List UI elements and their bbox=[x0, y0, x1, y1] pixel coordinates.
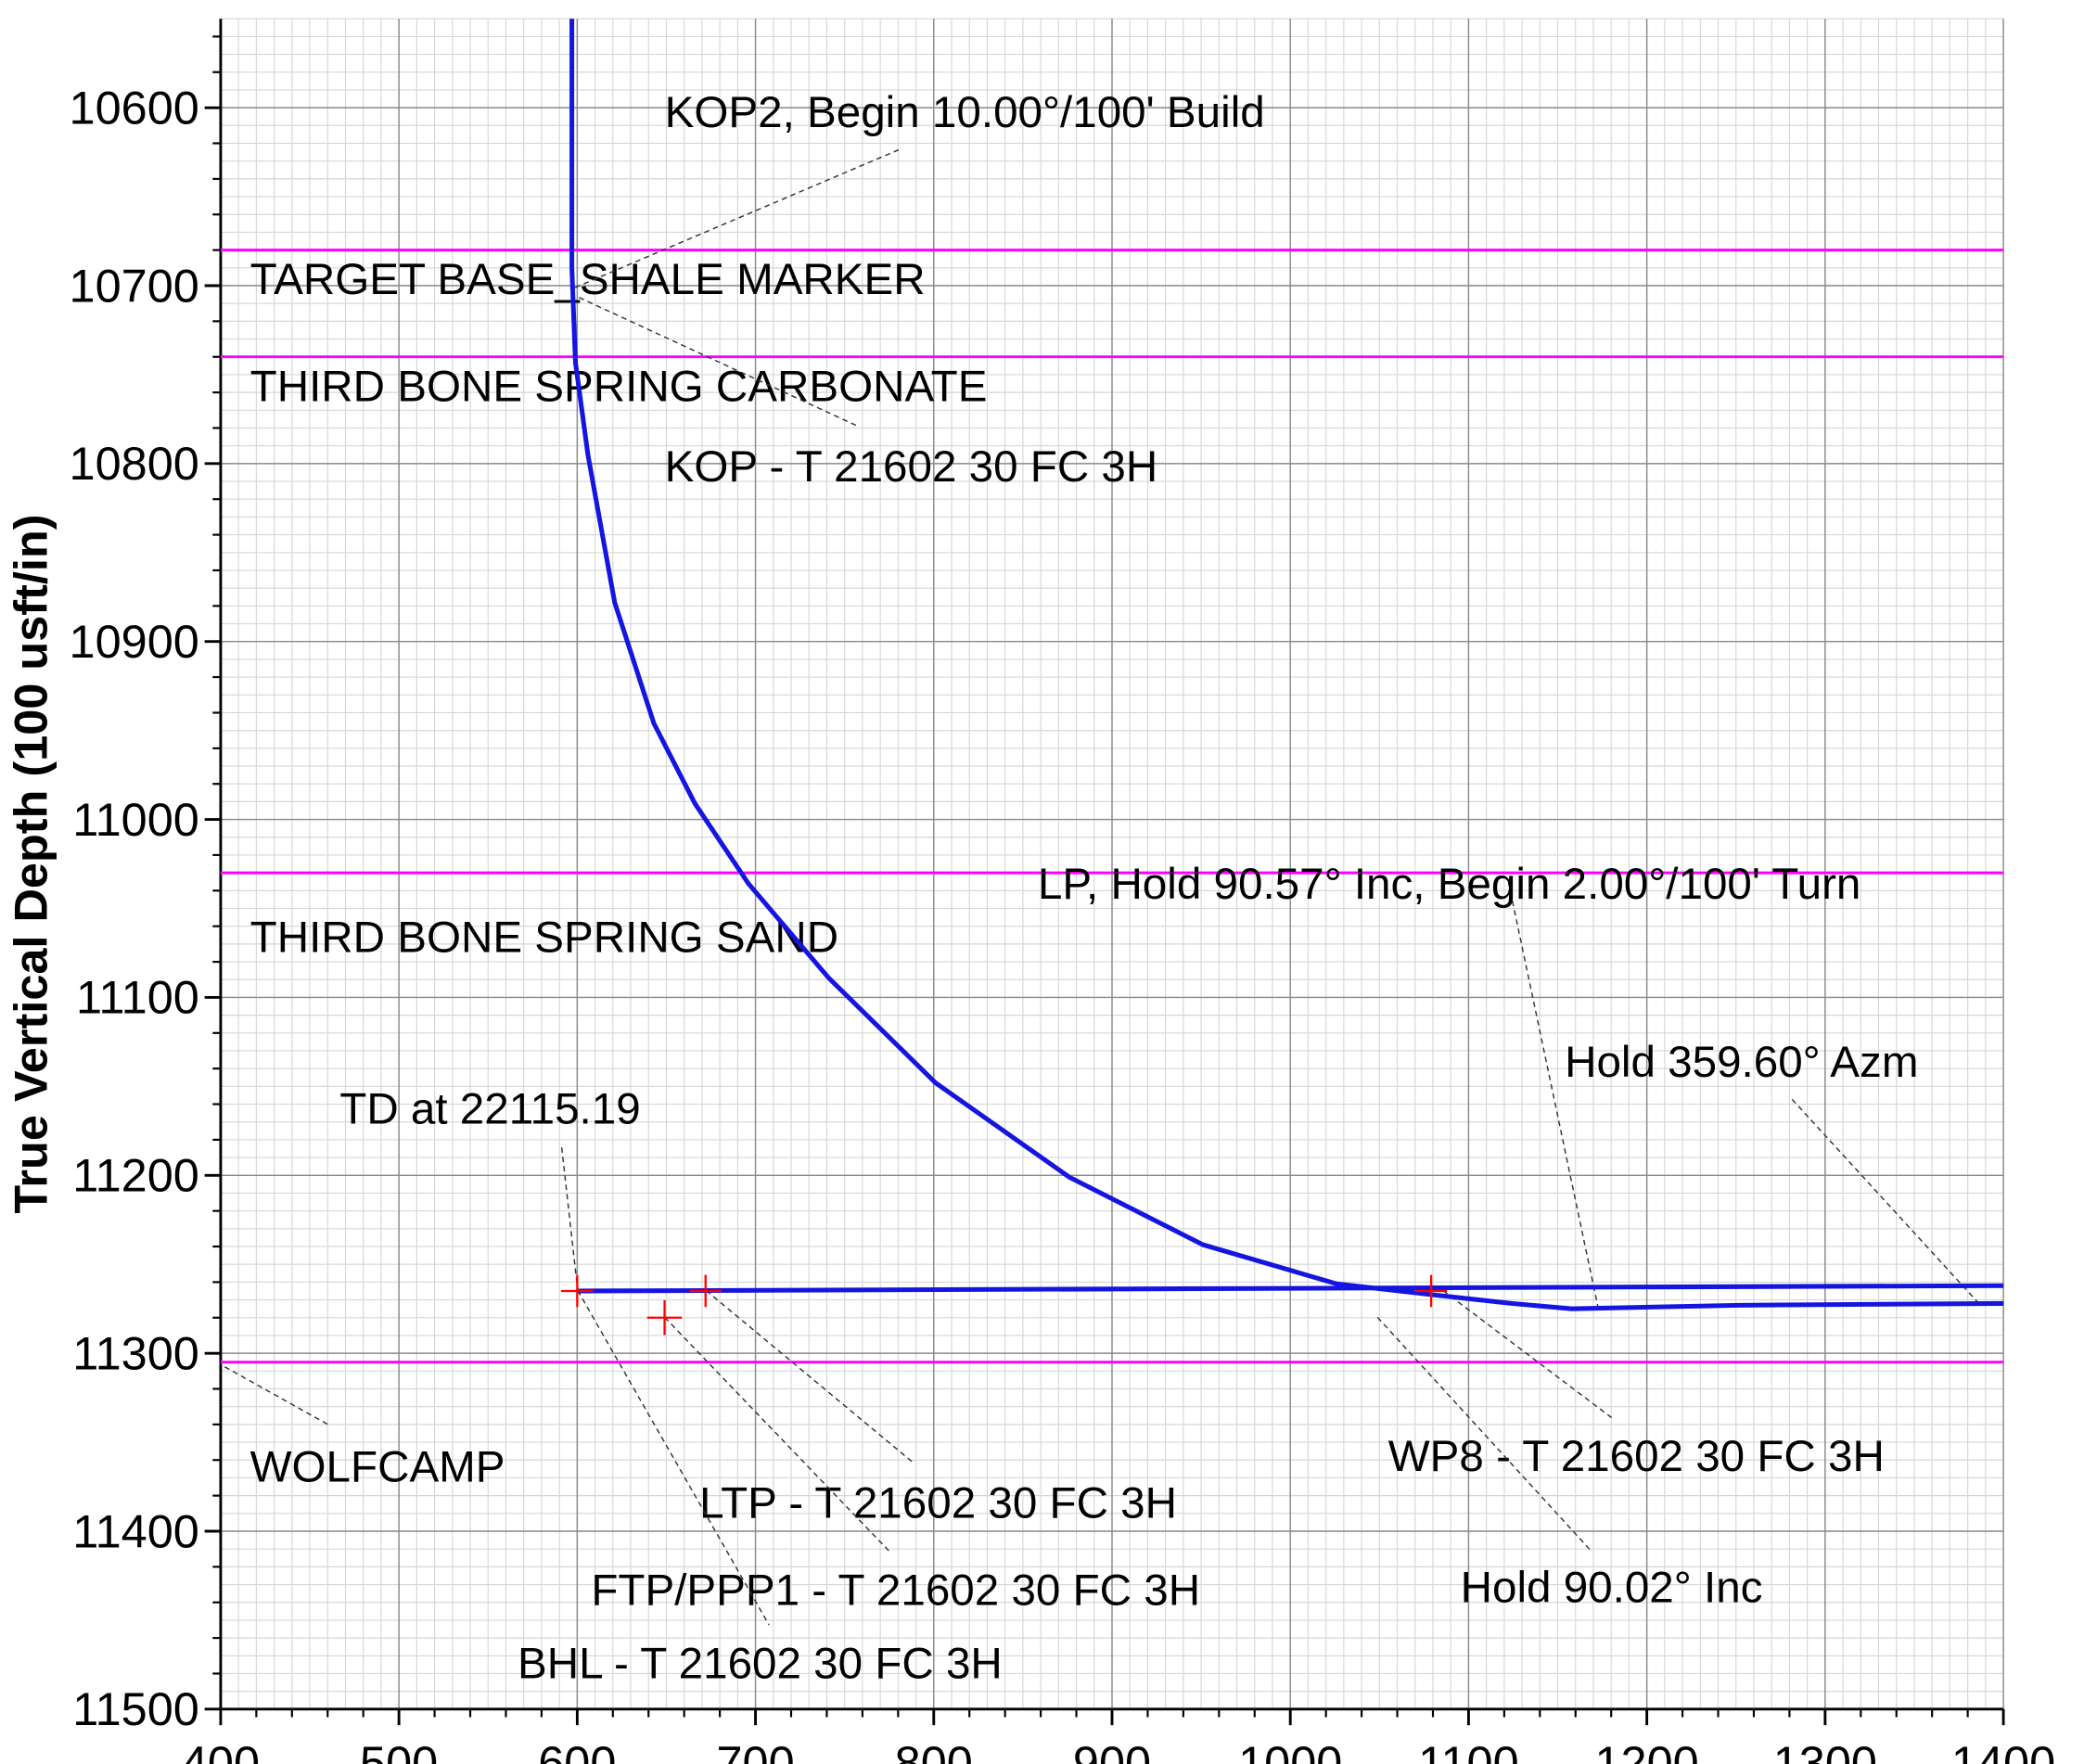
annotation: LTP - T 21602 30 FC 3H bbox=[699, 1479, 1177, 1528]
annotation: BHL - T 21602 30 FC 3H bbox=[518, 1640, 1003, 1689]
y-tick-label: 11200 bbox=[72, 1149, 199, 1202]
leader-line bbox=[577, 296, 857, 427]
x-tick-label: 700 bbox=[716, 1736, 794, 1764]
y-tick-label: 10900 bbox=[70, 615, 199, 668]
formation-label: THIRD BONE SPRING SAND bbox=[250, 914, 838, 963]
annotation: FTP/PPP1 - T 21602 30 FC 3H bbox=[591, 1566, 1200, 1615]
y-axis-label: True Vertical Depth (100 usft/in) bbox=[4, 514, 57, 1213]
well-path bbox=[577, 1283, 2004, 1294]
y-tick-label: 11300 bbox=[72, 1326, 199, 1379]
leader-line bbox=[224, 1366, 328, 1425]
y-tick-label: 11100 bbox=[76, 971, 199, 1024]
x-tick-label: 500 bbox=[360, 1736, 438, 1764]
annotation: KOP - T 21602 30 FC 3H bbox=[665, 442, 1158, 492]
annotation: KOP2, Begin 10.00°/100' Build bbox=[665, 88, 1265, 137]
marker bbox=[561, 1274, 594, 1308]
annotation: WP8 - T 21602 30 FC 3H bbox=[1388, 1432, 1885, 1481]
leader-line bbox=[1791, 1098, 1980, 1305]
y-tick-label: 11400 bbox=[72, 1504, 199, 1557]
annotation: Hold 90.02° Inc bbox=[1461, 1563, 1763, 1612]
x-tick-label: 1100 bbox=[1418, 1736, 1519, 1764]
marker bbox=[1414, 1274, 1448, 1308]
leader-line bbox=[577, 1290, 770, 1626]
formation-label: TARGET BASE_SHALE MARKER bbox=[250, 255, 926, 304]
y-tick-label: 11000 bbox=[72, 793, 199, 846]
marker bbox=[646, 1300, 683, 1336]
x-tick-label: 1000 bbox=[1238, 1736, 1342, 1764]
well-path bbox=[569, 19, 2004, 1311]
leader-line bbox=[1507, 882, 1599, 1309]
annotation: LP, Hold 90.57° Inc, Begin 2.00°/100' Tu… bbox=[1038, 860, 1860, 909]
x-tick-label: 1400 bbox=[1951, 1736, 2055, 1764]
leader-line bbox=[664, 1316, 890, 1553]
x-tick-label: 900 bbox=[1073, 1736, 1151, 1764]
formation-label: THIRD BONE SPRING CARBONATE bbox=[250, 363, 988, 412]
formation-label: WOLFCAMP bbox=[250, 1443, 505, 1492]
x-tick-label: 400 bbox=[182, 1736, 260, 1764]
x-tick-label: 1200 bbox=[1595, 1736, 1699, 1764]
y-tick-label: 10700 bbox=[70, 259, 199, 312]
leader-line bbox=[705, 1289, 913, 1463]
x-tick-label: 1300 bbox=[1773, 1736, 1877, 1764]
marker bbox=[689, 1274, 722, 1308]
y-tick-label: 10600 bbox=[70, 81, 199, 134]
y-tick-label: 11500 bbox=[72, 1682, 199, 1735]
leader-line bbox=[560, 1147, 579, 1291]
leader-line bbox=[1376, 1316, 1592, 1553]
x-tick-label: 800 bbox=[895, 1736, 973, 1764]
leader-line bbox=[1442, 1289, 1613, 1419]
leader-line bbox=[574, 148, 900, 288]
x-tick-label: 600 bbox=[538, 1736, 616, 1764]
y-tick-label: 10800 bbox=[70, 437, 199, 490]
annotation: TD at 22115.19 bbox=[339, 1084, 640, 1133]
annotation: Hold 359.60° Azm bbox=[1565, 1038, 1918, 1087]
